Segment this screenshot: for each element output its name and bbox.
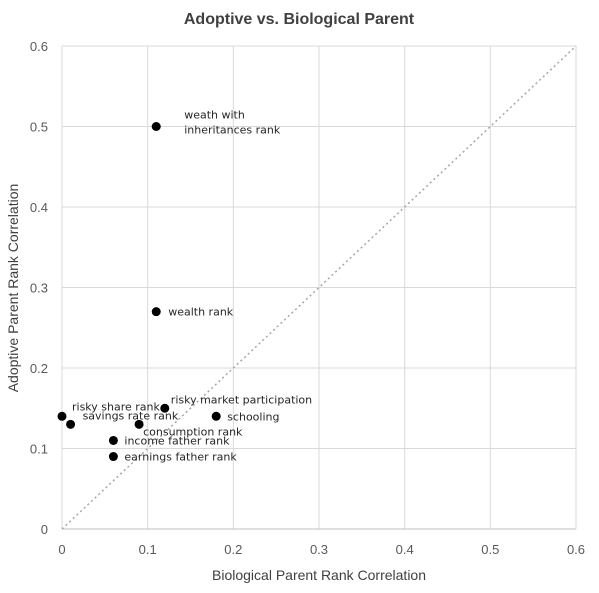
x-axis-label: Biological Parent Rank Correlation <box>212 567 426 583</box>
y-tick-label: 0.4 <box>30 200 48 215</box>
y-tick-label: 0.6 <box>30 39 48 54</box>
point-label: risky market participation <box>171 393 312 406</box>
x-tick-label: 0.6 <box>567 542 585 557</box>
gridlines <box>62 45 577 529</box>
x-tick-label: 0.4 <box>396 542 414 557</box>
point-label: wealth rank <box>168 306 234 319</box>
data-point <box>160 403 170 413</box>
data-point <box>108 452 118 462</box>
y-axis-label: Adoptive Parent Rank Correlation <box>5 184 21 393</box>
axes <box>61 46 576 530</box>
point-label: income father rank <box>124 434 230 447</box>
point-label: consumption rank <box>143 425 243 438</box>
x-tick-label: 0 <box>58 542 65 557</box>
data-point <box>66 419 76 429</box>
y-tick-label: 0.5 <box>30 120 48 135</box>
x-tick-labels: 0 0.1 0.2 0.3 0.4 0.5 0.6 <box>58 542 585 557</box>
data-point <box>151 307 161 317</box>
y-tick-label: 0.1 <box>30 442 48 457</box>
y-tick-labels: 0 0.1 0.2 0.3 0.4 0.5 0.6 <box>30 39 48 537</box>
data-point <box>211 411 221 421</box>
x-tick-label: 0.5 <box>481 542 499 557</box>
point-label: earnings father rank <box>124 451 237 464</box>
y-tick-label: 0.2 <box>30 361 48 376</box>
point-label: inheritances rank <box>184 124 281 137</box>
point-label: weath with <box>184 109 245 122</box>
data-point <box>57 411 67 421</box>
x-tick-label: 0.2 <box>224 542 242 557</box>
point-label: risky share rank <box>72 400 161 413</box>
x-tick-label: 0.3 <box>310 542 328 557</box>
data-point <box>151 122 161 131</box>
point-label: schooling <box>227 410 279 423</box>
chart-title: Adoptive vs. Biological Parent <box>184 11 415 28</box>
y-tick-label: 0 <box>41 522 48 537</box>
data-point <box>108 435 118 445</box>
point-labels: weath with inheritances rank wealth rank ri… <box>72 109 312 464</box>
x-tick-label: 0.1 <box>139 542 157 557</box>
y-tick-label: 0.3 <box>30 281 48 296</box>
point-label: savings rate rank <box>83 409 179 422</box>
data-point <box>134 419 144 429</box>
data-points <box>57 122 221 462</box>
